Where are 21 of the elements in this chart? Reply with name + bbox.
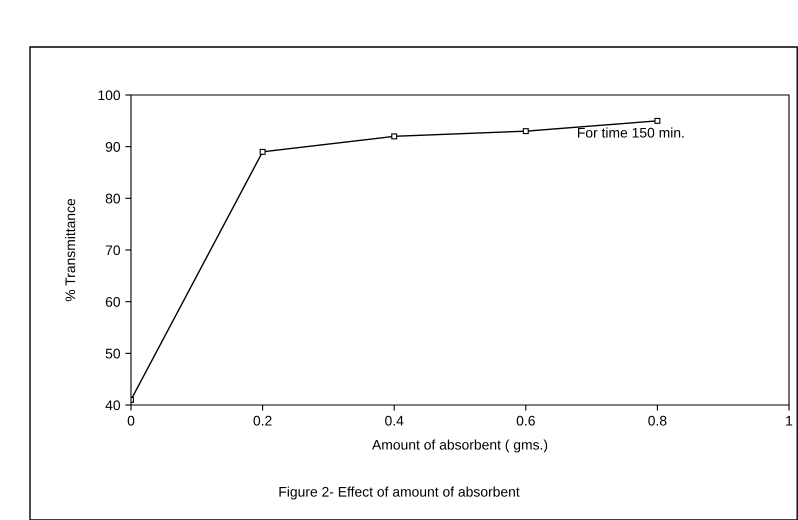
y-tick-label: 60 bbox=[106, 297, 120, 307]
x-tick-label: 0.6 bbox=[516, 416, 535, 426]
y-tick-label: 50 bbox=[106, 348, 120, 359]
x-tick-label: 0.2 bbox=[253, 416, 272, 426]
caption: Figure 2- Effect of amount of absorbent bbox=[279, 486, 520, 500]
point bbox=[391, 133, 398, 140]
point bbox=[654, 118, 660, 124]
y-tick-label: 40 bbox=[105, 400, 120, 410]
y-tick-label: 70 bbox=[106, 245, 120, 256]
y-tick-label: 100 bbox=[98, 90, 120, 100]
y-tick-label: 90 bbox=[106, 142, 120, 152]
x-tick-label: 0.8 bbox=[648, 416, 666, 426]
point bbox=[522, 128, 529, 134]
y-axis-title: % Transmittance bbox=[65, 198, 76, 302]
y-tick-label: 80 bbox=[106, 194, 120, 204]
x-tick-label: 0.4 bbox=[385, 416, 404, 426]
x-tick-label: 0 bbox=[128, 416, 134, 426]
x-tick-label: 1 bbox=[786, 416, 792, 426]
point bbox=[260, 148, 266, 155]
annotation: For time 150 min. bbox=[578, 127, 684, 138]
x-axis-title: Amount of absorbent ( gms.) bbox=[372, 439, 548, 452]
